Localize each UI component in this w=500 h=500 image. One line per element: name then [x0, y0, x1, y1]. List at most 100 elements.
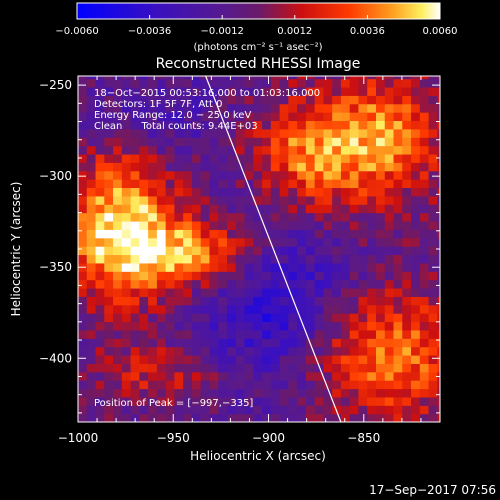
heatmap-cell	[270, 313, 281, 323]
heatmap-cell	[113, 78, 123, 88]
heatmap-cell	[235, 95, 246, 105]
heatmap-cell	[297, 162, 307, 172]
heatmap-cell	[270, 346, 281, 356]
heatmap-cell	[253, 137, 263, 147]
heatmap-cell	[437, 321, 440, 331]
heatmap-cell	[297, 271, 307, 281]
heatmap-cell	[209, 195, 219, 205]
heatmap-cell	[174, 187, 184, 197]
heatmap-cell	[314, 262, 324, 272]
heatmap-cell	[191, 279, 202, 289]
heatmap-cell	[113, 237, 123, 247]
heatmap-cell	[393, 396, 403, 406]
heatmap-cell	[121, 237, 132, 247]
heatmap-cell	[323, 296, 333, 306]
heatmap-cell	[419, 187, 430, 197]
heatmap-cell	[78, 296, 88, 306]
heatmap-cell	[375, 296, 386, 306]
heatmap-cell	[437, 380, 440, 390]
heatmap-cell	[288, 413, 298, 422]
heatmap-cell	[367, 329, 377, 339]
heatmap-cell	[156, 346, 167, 356]
heatmap-cell	[165, 304, 176, 314]
heatmap-cell	[411, 212, 421, 222]
heatmap-cell	[270, 371, 281, 381]
heatmap-cell	[218, 220, 228, 230]
heatmap-cell	[437, 179, 440, 189]
heatmap-cell	[340, 137, 351, 147]
heatmap-cell	[165, 346, 176, 356]
heatmap-cell	[104, 128, 114, 138]
heatmap-cell	[226, 329, 237, 339]
heatmap-cell	[428, 187, 438, 197]
heatmap-cell	[437, 78, 440, 88]
heatmap-cell	[183, 162, 193, 172]
heatmap-cell	[402, 405, 412, 415]
heatmap-cell	[340, 195, 351, 205]
heatmap-cell	[86, 137, 97, 147]
heatmap-cell	[288, 338, 298, 348]
heatmap-cell	[104, 371, 114, 381]
heatmap-cell	[402, 195, 412, 205]
heatmap-cell	[174, 103, 184, 113]
heatmap-cell	[209, 212, 219, 222]
heatmap-cell	[419, 179, 430, 189]
heatmap-cell	[200, 179, 211, 189]
heatmap-cell	[113, 170, 123, 180]
heatmap-cell	[95, 279, 105, 289]
heatmap-cell	[148, 179, 158, 189]
heatmap-cell	[297, 145, 307, 155]
heatmap-cell	[121, 338, 132, 348]
heatmap-cell	[95, 271, 105, 281]
heatmap-cell	[288, 187, 298, 197]
heatmap-cell	[428, 220, 438, 230]
heatmap-cell	[358, 321, 368, 331]
heatmap-cell	[200, 170, 211, 180]
heatmap-cell	[340, 388, 351, 398]
heatmap-cell	[148, 187, 158, 197]
heatmap-cell	[349, 246, 360, 256]
heatmap-cell	[411, 338, 421, 348]
heatmap-cell	[279, 354, 289, 364]
heatmap-cell	[200, 220, 211, 230]
heatmap-cell	[288, 279, 298, 289]
heatmap-cell	[191, 346, 202, 356]
heatmap-cell	[200, 396, 211, 406]
heatmap-cell	[411, 153, 421, 163]
heatmap-cell	[226, 112, 237, 122]
heatmap-cell	[113, 380, 123, 390]
heatmap-cell	[226, 296, 237, 306]
heatmap-cell	[437, 279, 440, 289]
heatmap-cell	[156, 396, 167, 406]
heatmap-cell	[314, 371, 324, 381]
heatmap-cell	[174, 212, 184, 222]
heatmap-cell	[384, 76, 395, 80]
heatmap-cell	[279, 76, 289, 80]
heatmap-cell	[428, 162, 438, 172]
heatmap-cell	[235, 354, 246, 364]
heatmap-cell	[253, 380, 263, 390]
heatmap-cell	[130, 237, 140, 247]
heatmap-cell	[332, 187, 342, 197]
heatmap-cell	[95, 388, 105, 398]
heatmap-cell	[95, 195, 105, 205]
heatmap-cell	[419, 388, 430, 398]
heatmap-cell	[253, 287, 263, 297]
heatmap-cell	[288, 145, 298, 155]
heatmap-cell	[235, 128, 246, 138]
heatmap-cell	[235, 120, 246, 130]
heatmap-cell	[428, 170, 438, 180]
heatmap-cell	[244, 78, 254, 88]
heatmap-cell	[226, 103, 237, 113]
heatmap-cell	[183, 338, 193, 348]
heatmap-cell	[323, 413, 333, 422]
heatmap-cell	[367, 153, 377, 163]
heatmap-cell	[349, 313, 360, 323]
heatmap-cell	[253, 120, 263, 130]
heatmap-cell	[305, 153, 316, 163]
heatmap-cell	[200, 137, 211, 147]
heatmap-cell	[226, 371, 237, 381]
heatmap-cell	[332, 162, 342, 172]
heatmap-cell	[165, 313, 176, 323]
heatmap-cell	[262, 76, 272, 80]
